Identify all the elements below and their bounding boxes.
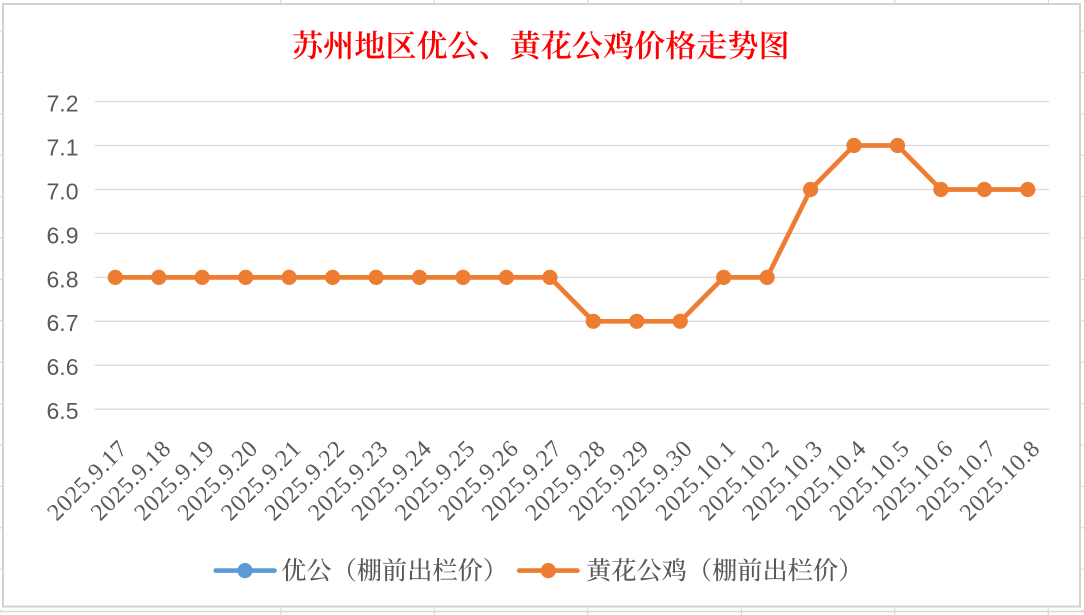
svg-text:7.0: 7.0 <box>47 178 79 204</box>
svg-text:6.7: 6.7 <box>47 310 79 336</box>
svg-text:7.2: 7.2 <box>47 91 79 117</box>
svg-text:6.9: 6.9 <box>47 222 79 248</box>
svg-text:6.5: 6.5 <box>47 398 79 424</box>
svg-text:6.8: 6.8 <box>47 266 79 292</box>
svg-text:7.1: 7.1 <box>47 134 79 160</box>
svg-text:6.6: 6.6 <box>47 354 79 380</box>
